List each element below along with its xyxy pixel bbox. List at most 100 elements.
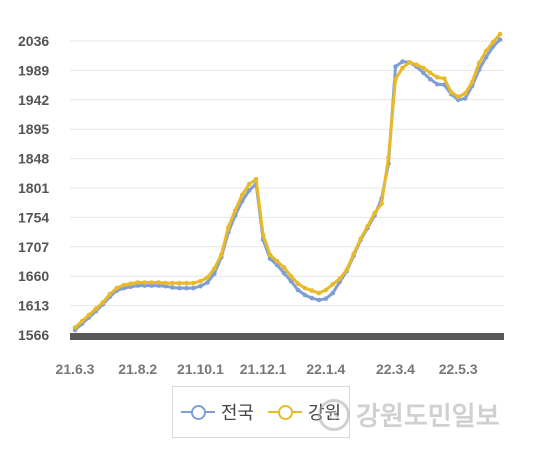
data-point [219, 252, 224, 258]
data-point [177, 285, 182, 291]
data-point [288, 278, 294, 284]
data-point [469, 80, 475, 85]
data-point [260, 232, 266, 238]
x-axis-ticks: 21.6.3 21.8.2 21.10.1 21.12.1 22.1.4 22.3.4 22… [56, 361, 478, 377]
x-axis-band [70, 333, 504, 340]
data-point [393, 64, 398, 69]
data-point [407, 60, 412, 65]
data-point [490, 40, 496, 45]
x-tick-label: 21.12.1 [240, 361, 287, 377]
data-point [72, 325, 78, 330]
x-tick-label: 21.10.1 [177, 361, 224, 377]
data-point [365, 223, 370, 229]
data-point [414, 62, 419, 68]
data-point [191, 280, 196, 286]
data-point [191, 285, 196, 291]
data-point [400, 65, 405, 71]
data-point [302, 292, 308, 298]
data-point [93, 306, 99, 312]
legend-swatch-series-0 [180, 405, 215, 420]
data-point [428, 76, 433, 82]
data-point [421, 65, 426, 71]
y-tick-label: 2036 [18, 33, 49, 49]
data-point [330, 290, 336, 296]
data-point [184, 280, 189, 286]
data-point [295, 281, 301, 287]
data-point [267, 252, 273, 258]
y-tick-label: 1566 [18, 327, 49, 343]
data-point [344, 267, 350, 273]
data-point [163, 280, 168, 286]
data-point [281, 265, 287, 270]
y-tick-label: 1848 [18, 151, 49, 167]
data-point [239, 192, 245, 198]
watermark-logo-icon: G [318, 398, 350, 431]
data-point [226, 225, 231, 230]
watermark: G 강원도민일보 [318, 396, 500, 433]
y-tick-label: 1895 [18, 121, 49, 137]
y-tick-label: 1660 [18, 268, 49, 284]
data-point [316, 290, 322, 296]
data-point [232, 208, 238, 213]
x-tick-label: 21.6.3 [56, 361, 95, 377]
data-point [462, 91, 468, 96]
line-chart: 1566 1613 1660 1707 1754 1801 1848 1895 1942 1989… [18, 31, 504, 377]
data-point [393, 76, 398, 82]
y-tick-label: 1989 [18, 62, 49, 78]
data-point [212, 266, 217, 272]
data-point [142, 280, 147, 285]
data-point [100, 300, 106, 305]
data-point [170, 280, 175, 286]
data-point [281, 270, 287, 276]
data-point [246, 188, 252, 193]
data-point [337, 276, 343, 282]
data-point [428, 70, 433, 76]
data-point [205, 275, 210, 280]
data-point [135, 280, 140, 285]
legend-label-series-0: 전국 [220, 403, 254, 423]
data-point [128, 281, 133, 287]
data-point [295, 287, 301, 293]
data-point [107, 292, 113, 297]
y-tick-label: 1754 [18, 209, 49, 225]
data-point [372, 210, 377, 216]
data-point [114, 285, 120, 291]
data-point [184, 285, 189, 291]
data-point [309, 295, 315, 301]
data-point [177, 280, 182, 286]
series-layer [72, 31, 503, 333]
data-point [435, 81, 440, 87]
data-point [455, 94, 461, 99]
data-point [198, 283, 203, 289]
data-point [358, 236, 364, 241]
data-point [379, 201, 384, 206]
data-point [483, 55, 489, 60]
data-point [497, 31, 503, 37]
gridlines [70, 40, 504, 307]
data-point [205, 280, 210, 285]
legend-swatch-series-1 [268, 405, 302, 420]
y-tick-label: 1942 [18, 92, 49, 108]
data-point [330, 282, 336, 287]
x-tick-label: 22.1.4 [306, 361, 345, 377]
data-point [483, 48, 489, 54]
x-tick-label: 22.3.4 [376, 361, 415, 377]
data-point [170, 285, 175, 290]
data-point [274, 258, 280, 264]
y-tick-label: 1613 [18, 298, 49, 314]
watermark-text: 강원도민일보 [356, 401, 500, 431]
data-point [156, 280, 161, 285]
data-point [121, 282, 127, 288]
data-point [149, 280, 154, 285]
data-point [448, 90, 454, 95]
y-axis-ticks: 1566 1613 1660 1707 1754 1801 1848 1895 1942 1989… [18, 33, 49, 343]
data-point [476, 60, 482, 66]
x-tick-label: 21.8.2 [118, 361, 157, 377]
data-point [198, 278, 203, 284]
data-point [421, 70, 426, 76]
series-0 [72, 37, 503, 333]
series-1 [72, 31, 503, 330]
data-point [386, 155, 391, 160]
data-point [288, 273, 294, 279]
legend-item-series-0: 전국 [180, 399, 254, 425]
